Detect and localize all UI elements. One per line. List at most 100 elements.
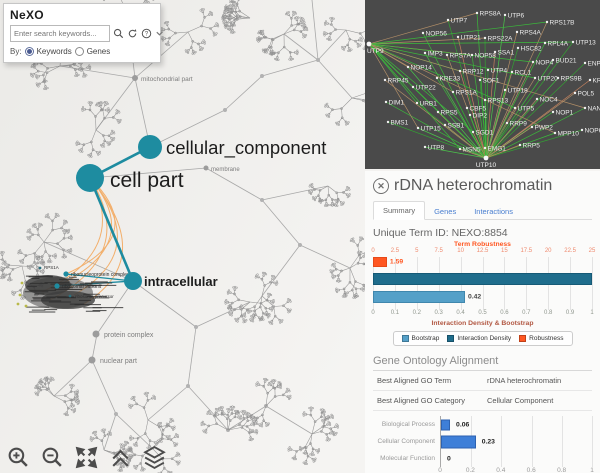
gene-label[interactable]: UTP6: [508, 13, 525, 20]
gene-label[interactable]: RRP5: [523, 143, 541, 150]
term-node[interactable]: protein complex: [92, 330, 154, 340]
gene-label[interactable]: CBF5: [470, 106, 487, 113]
gene-label[interactable]: NOP6: [585, 128, 600, 135]
gene-label[interactable]: NAN1: [588, 106, 600, 113]
search-by-radio-keywords[interactable]: [24, 47, 34, 56]
selected-path-edges: [56, 145, 151, 287]
tick-label: 25: [588, 248, 596, 254]
gene-label[interactable]: UTP13: [576, 40, 597, 47]
gene-label[interactable]: UTP15: [421, 126, 442, 133]
gene-label[interactable]: RCL1: [515, 70, 532, 77]
gene-label[interactable]: SSB1: [448, 123, 465, 130]
gene-label[interactable]: RPS9B: [561, 76, 582, 83]
layers-icon[interactable]: [142, 445, 167, 470]
robustness-value: 1.59: [389, 258, 404, 266]
gene-label[interactable]: BUD21: [556, 58, 577, 65]
selected-term-node[interactable]: cellular_component: [138, 135, 326, 159]
sub-term-node[interactable]: ribosomal subunit: [54, 283, 102, 290]
collapse-panel-icon[interactable]: [155, 28, 164, 40]
tick-label: 0.2: [412, 310, 421, 316]
go-bar: [441, 419, 451, 430]
gene-label[interactable]: UTP22: [416, 85, 437, 92]
gene-label[interactable]: RRP9: [510, 121, 528, 128]
sub-term-node[interactable]: ribonucleoprotein complex: [63, 271, 130, 278]
sub-term-node[interactable]: RPS1A: [38, 265, 59, 270]
gene-label[interactable]: UTP8: [428, 145, 445, 152]
tick-label: 17.5: [520, 248, 533, 254]
selected-term-node[interactable]: intracellular: [124, 272, 218, 290]
gene-label[interactable]: BMS1: [391, 120, 409, 127]
gene-label[interactable]: MSN5: [463, 147, 481, 154]
gene-label[interactable]: RPS13: [488, 98, 509, 105]
gene-label[interactable]: NOC4: [540, 97, 558, 104]
collapse-icon[interactable]: [108, 445, 133, 470]
selected-term-node[interactable]: cell part: [76, 164, 184, 192]
go-row-value: rDNA heterochromatin: [487, 376, 562, 385]
gene-label[interactable]: UTP20: [538, 76, 559, 83]
tab-summary[interactable]: Summary: [373, 201, 426, 220]
search-icon[interactable]: [113, 28, 124, 40]
svg-text:ribonucleoprotein complex: ribonucleoprotein complex: [71, 272, 130, 278]
gene-label[interactable]: NOP1: [556, 110, 574, 117]
gene-label[interactable]: NOP4: [536, 60, 554, 67]
gene-label[interactable]: UTP4: [491, 68, 508, 75]
gene-label[interactable]: SOF1: [483, 78, 500, 85]
zoom-out-icon[interactable]: [40, 445, 65, 470]
gene-label[interactable]: ENP1: [588, 61, 600, 68]
gene-label[interactable]: UTP21: [461, 35, 482, 42]
gene-label[interactable]: RRP45: [388, 78, 409, 85]
search-by-radio-genes[interactable]: [74, 47, 84, 56]
gene-label[interactable]: NOP56: [426, 31, 448, 38]
gene-label[interactable]: UTP5: [518, 106, 535, 113]
gene-label[interactable]: RPL4A: [548, 41, 569, 48]
gene-label[interactable]: NOP58: [475, 53, 497, 60]
gene-label[interactable]: RPS4A: [520, 30, 542, 37]
term-node[interactable]: membrane: [203, 165, 241, 174]
gene-label[interactable]: RPS7A: [450, 53, 472, 60]
gene-hub-label[interactable]: UTP10: [476, 162, 497, 169]
gene-label[interactable]: KRR1: [593, 78, 600, 85]
help-icon[interactable]: ?: [141, 28, 152, 40]
gene-label[interactable]: DIM1: [389, 100, 405, 107]
gene-label[interactable]: POL5: [578, 91, 595, 98]
tick-label: 0.2: [465, 467, 475, 473]
svg-text:?: ?: [145, 31, 149, 38]
gene-label[interactable]: UTP7: [451, 18, 468, 25]
tab-genes[interactable]: Genes: [434, 207, 457, 216]
gene-label[interactable]: HSC82: [521, 46, 542, 53]
term-node[interactable]: mitochondrial part: [132, 75, 193, 83]
gene-label[interactable]: MPP10: [558, 131, 580, 138]
gene-label[interactable]: RPS8A: [480, 11, 502, 18]
gene-label[interactable]: PWP2: [535, 125, 554, 132]
radio-label: Keywords: [36, 47, 72, 56]
gene-network-canvas[interactable]: RPS8A UTP7 UTP6 RPS17B NOP56 UTP21 RPS22A RPS4A…: [365, 0, 600, 169]
gene-label[interactable]: NOP14: [411, 65, 433, 72]
gene-label[interactable]: KRE33: [440, 76, 461, 83]
gene-hub-label[interactable]: UTP9: [367, 48, 384, 55]
gene-label[interactable]: DIP2: [473, 113, 488, 120]
gene-label[interactable]: RPS22A: [488, 36, 514, 43]
sub-term-node[interactable]: ribosome precursor: [68, 294, 115, 299]
robustness-density-plot: 1.59 0.42: [373, 257, 593, 310]
reset-icon[interactable]: [127, 28, 138, 40]
close-icon[interactable]: ✕: [373, 178, 389, 194]
zoom-in-icon[interactable]: [6, 445, 31, 470]
gene-label[interactable]: SSA1: [498, 50, 515, 57]
fit-icon[interactable]: [74, 445, 99, 470]
gene-label[interactable]: RRP12: [463, 69, 484, 76]
gene-label[interactable]: URB1: [420, 101, 438, 108]
gene-label[interactable]: IMP3: [428, 51, 444, 58]
tick-label: 0.5: [478, 310, 487, 316]
gene-label[interactable]: SGD1: [476, 130, 494, 137]
gene-label[interactable]: RPS5: [441, 110, 458, 117]
term-node[interactable]: nuclear part: [88, 356, 138, 366]
tab-interactions[interactable]: Interactions: [474, 207, 513, 216]
gene-label[interactable]: RPS17B: [550, 20, 575, 27]
gene-label[interactable]: EMG1: [488, 146, 507, 153]
legend-label: Bootstrap: [411, 335, 440, 342]
gene-label[interactable]: UTP18: [508, 88, 529, 95]
gene-label[interactable]: RPS1A: [456, 90, 478, 97]
search-input[interactable]: [10, 25, 110, 42]
tick-label: 0.4: [496, 467, 506, 473]
